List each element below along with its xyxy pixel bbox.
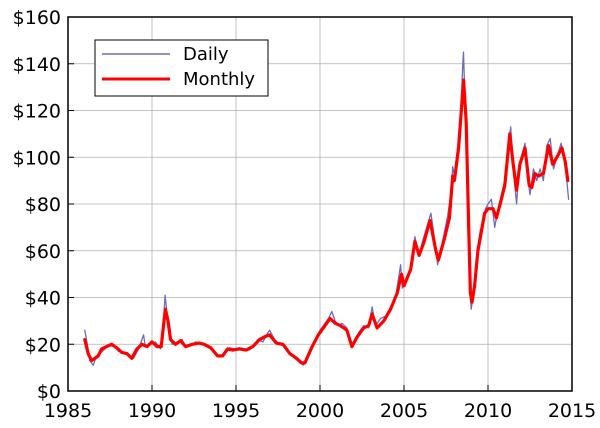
legend-box <box>94 39 269 97</box>
legend-monthly-label: Monthly <box>183 69 255 90</box>
x-tick-label: 2010 <box>464 400 512 422</box>
y-tick-label: $80 <box>25 194 61 216</box>
x-tick-labels: 1985 1990 1995 2000 2005 2010 2015 <box>44 400 596 422</box>
y-tick-label: $160 <box>13 7 61 29</box>
series-layer <box>83 51 570 366</box>
axis-ticks <box>67 16 573 392</box>
y-tick-labels: $0 $20 $40 $60 $80 $100 $120 $140 $160 <box>13 7 61 403</box>
x-tick-label: 2000 <box>296 400 344 422</box>
y-tick-label: $0 <box>37 381 61 403</box>
x-tick-label: 2005 <box>380 400 428 422</box>
y-tick-label: $40 <box>25 288 61 310</box>
y-tick-label: $120 <box>13 101 61 123</box>
x-tick-label: 1995 <box>212 400 260 422</box>
y-tick-label: $60 <box>25 241 61 263</box>
legend: Daily Monthly <box>94 39 269 97</box>
y-tick-label: $100 <box>13 147 61 169</box>
legend-daily-label: Daily <box>183 44 229 65</box>
series-line-monthly <box>83 78 570 365</box>
x-tick-label: 2015 <box>548 400 596 422</box>
y-tick-label: $20 <box>25 334 61 356</box>
y-tick-label: $140 <box>13 54 61 76</box>
x-tick-label: 1990 <box>128 400 176 422</box>
x-tick-label: 1985 <box>44 400 92 422</box>
